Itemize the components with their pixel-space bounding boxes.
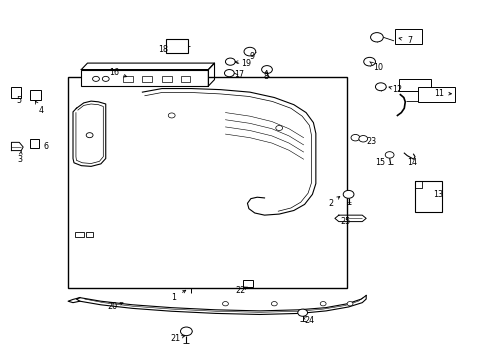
Text: 8: 8 [263, 72, 268, 81]
Circle shape [224, 69, 234, 77]
Text: 25: 25 [340, 217, 350, 226]
Polygon shape [11, 142, 23, 150]
Polygon shape [73, 101, 106, 166]
Bar [30, 90, 41, 100]
Circle shape [370, 33, 383, 42]
Circle shape [222, 302, 228, 306]
Circle shape [385, 152, 394, 158]
Circle shape [244, 47, 256, 56]
Circle shape [351, 134, 360, 141]
Bar [11, 87, 21, 98]
Bar [86, 232, 93, 237]
Bar [180, 76, 190, 82]
Text: 23: 23 [366, 137, 376, 146]
Text: 2: 2 [328, 199, 333, 208]
Text: 11: 11 [434, 89, 444, 98]
Polygon shape [208, 63, 215, 86]
Circle shape [359, 135, 368, 142]
Bar [418, 87, 455, 102]
Circle shape [180, 327, 192, 336]
Bar [81, 69, 208, 86]
Text: 10: 10 [373, 63, 383, 72]
Circle shape [347, 302, 353, 306]
Bar [162, 76, 172, 82]
Text: 19: 19 [241, 59, 251, 68]
Polygon shape [76, 296, 366, 315]
Circle shape [364, 57, 375, 66]
Text: 14: 14 [407, 158, 417, 167]
Text: 16: 16 [109, 68, 119, 77]
Text: 18: 18 [158, 45, 168, 54]
Polygon shape [81, 63, 215, 69]
Text: 6: 6 [43, 142, 48, 151]
Text: 22: 22 [235, 285, 245, 294]
Text: 9: 9 [250, 52, 255, 61]
Text: 12: 12 [392, 85, 402, 94]
Polygon shape [335, 215, 366, 222]
Text: 4: 4 [38, 105, 43, 114]
Circle shape [276, 126, 283, 131]
Text: 5: 5 [17, 96, 22, 105]
Bar [399, 78, 431, 91]
Text: 13: 13 [434, 190, 443, 199]
Bar [395, 30, 422, 44]
Circle shape [262, 66, 272, 73]
Circle shape [375, 83, 386, 91]
Circle shape [320, 302, 326, 306]
Text: 3: 3 [18, 155, 23, 164]
Circle shape [168, 113, 175, 118]
Bar [415, 181, 442, 212]
Bar [123, 76, 133, 82]
Bar [166, 39, 188, 53]
Bar [30, 139, 39, 148]
Text: 7: 7 [408, 36, 413, 45]
Text: 20: 20 [107, 302, 117, 311]
Circle shape [102, 76, 109, 81]
Text: 17: 17 [234, 70, 244, 79]
Circle shape [93, 76, 99, 81]
Bar [243, 280, 253, 287]
Text: 1: 1 [172, 293, 177, 302]
Text: 15: 15 [375, 158, 385, 167]
Bar [75, 232, 84, 237]
Text: 24: 24 [304, 316, 315, 325]
Bar [143, 76, 152, 82]
Circle shape [343, 190, 354, 198]
Bar [68, 77, 346, 288]
Circle shape [225, 58, 235, 65]
Circle shape [298, 309, 308, 316]
Circle shape [271, 302, 277, 306]
Text: 21: 21 [171, 334, 181, 343]
Circle shape [86, 133, 93, 138]
